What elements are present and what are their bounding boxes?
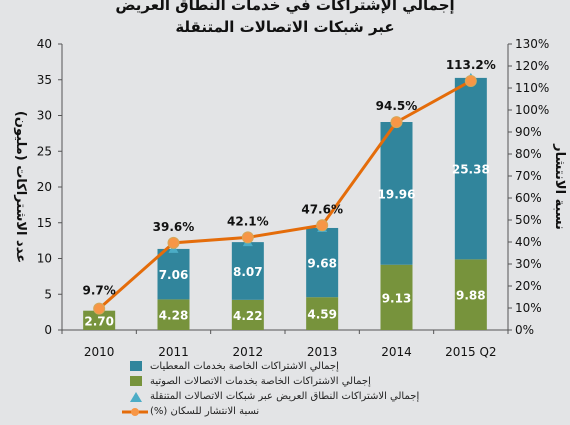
y2-tick-label: 130% — [515, 37, 549, 51]
chart-axes: 0 5 10 15 20 25 30 35 40 0% 10% 20% 30% 40% 50% 60% 70% 8… — [13, 37, 567, 359]
bar-voice — [83, 310, 116, 330]
y2-tick-label: 30% — [515, 257, 542, 271]
bar-voice — [380, 264, 413, 330]
bar-value-label: 9.88 — [456, 289, 486, 303]
y-tick-label: 25 — [37, 144, 52, 158]
penetration-label: 39.6% — [153, 220, 195, 234]
bar-voice — [157, 299, 190, 330]
bar-value-label: 8.07 — [233, 265, 263, 279]
bar-value-label: 4.28 — [159, 309, 189, 323]
bar-data — [454, 77, 487, 260]
y2-tick-label: 0% — [515, 323, 534, 337]
penetration-point — [316, 219, 329, 232]
y2-tick-label: 110% — [515, 81, 549, 95]
penetration-point — [93, 302, 106, 315]
bar-voice — [454, 259, 487, 330]
legend-swatch-penetration — [122, 408, 148, 416]
bar-value-label: 19.96 — [378, 187, 416, 201]
y-tick-label: 35 — [37, 73, 52, 87]
legend-label-data: إجمالي الاشتراكات الخاصة بخدمات المعطيات — [150, 361, 339, 372]
legend-swatch-voice — [130, 376, 142, 386]
x-tick-label: 2010 — [84, 345, 115, 359]
y2-tick-label: 10% — [515, 301, 542, 315]
y-tick-label: 0 — [44, 323, 52, 337]
x-tick-label: 2012 — [233, 345, 264, 359]
penetration-label: 42.1% — [227, 214, 269, 228]
x-tick-label: 2011 — [158, 345, 189, 359]
chart-bars — [83, 72, 487, 330]
penetration-point — [241, 231, 254, 244]
y2-tick-label: 40% — [515, 235, 542, 249]
bar-value-label: 9.68 — [307, 257, 337, 271]
y2-axis-title: نسبة الانتشار — [552, 143, 567, 230]
y-tick-label: 15 — [37, 216, 52, 230]
y2-tick-label: 70% — [515, 169, 542, 183]
chart-line — [93, 74, 477, 315]
legend-item-penetration: نسبة الانتشار للسكان (%) — [122, 404, 450, 419]
bar-value-label: 7.06 — [159, 268, 189, 282]
bar-voice — [306, 297, 339, 330]
y2-tick-label: 60% — [515, 191, 542, 205]
y-axis-title: عدد الاشتراكات (مليون) — [13, 111, 28, 263]
y2-tick-label: 50% — [515, 213, 542, 227]
penetration-point — [464, 74, 477, 87]
bar-data — [157, 248, 190, 300]
bar-value-label: 4.22 — [233, 309, 263, 323]
y2-tick-label: 90% — [515, 125, 542, 139]
bar-value-label: 4.59 — [307, 308, 337, 322]
legend-item-data: إجمالي الاشتراكات الخاصة بخدمات المعطيات — [130, 359, 450, 374]
legend-label-penetration: نسبة الانتشار للسكان (%) — [150, 406, 260, 417]
x-tick-label: 2015 Q2 — [445, 345, 496, 359]
bar-data — [380, 122, 413, 265]
bar-value-label: 25.38 — [452, 163, 490, 177]
penetration-label: 113.2% — [446, 58, 496, 72]
legend-item-voice: إجمالي الاشتراكات الخاصة بخدمات الاتصالا… — [130, 374, 450, 389]
penetration-label: 47.6% — [301, 202, 343, 216]
y-tick-label: 40 — [37, 37, 52, 51]
y2-tick-label: 120% — [515, 59, 549, 73]
legend-item-total: إجمالي الاشتراكات النطاق العريض عبر شبكا… — [130, 389, 450, 404]
legend-label-total: إجمالي الاشتراكات النطاق العريض عبر شبكا… — [150, 391, 420, 402]
chart-title: إجمالي الإشتراكات في خدمات النطاق العريض… — [115, 0, 455, 36]
y2-tick-label: 100% — [515, 103, 549, 117]
y2-tick-label: 80% — [515, 147, 542, 161]
chart-legend: إجمالي الاشتراكات الخاصة بخدمات المعطيات… — [122, 359, 450, 419]
chart-plot: 0 5 10 15 20 25 30 35 40 0% 10% 20% 30% 40% 50% 60% 70% 8… — [13, 37, 567, 359]
y-tick-label: 30 — [37, 109, 52, 123]
penetration-label: 94.5% — [376, 99, 418, 113]
x-tick-label: 2014 — [381, 345, 412, 359]
bar-data — [231, 242, 264, 300]
legend-swatch-data — [130, 361, 142, 371]
bar-value-label: 9.13 — [382, 291, 412, 305]
penetration-label: 9.7% — [83, 284, 116, 298]
y2-tick-label: 20% — [515, 279, 542, 293]
penetration-point — [167, 236, 180, 249]
bar-voice — [231, 299, 264, 330]
x-tick-label: 2013 — [307, 345, 338, 359]
penetration-point — [390, 116, 403, 129]
bar-data — [306, 227, 339, 298]
y-tick-label: 20 — [37, 180, 52, 194]
legend-label-voice: إجمالي الاشتراكات الخاصة بخدمات الاتصالا… — [150, 376, 371, 387]
penetration-line — [98, 79, 472, 310]
chart-labels: 2.70 4.28 7.06 4.22 8.07 4.59 9.68 9.13 19.96 9.8… — [83, 58, 496, 328]
y-tick-label: 10 — [37, 252, 52, 266]
y-tick-label: 5 — [44, 287, 52, 301]
bar-value-label: 2.70 — [84, 314, 114, 328]
legend-swatch-total — [130, 392, 142, 402]
